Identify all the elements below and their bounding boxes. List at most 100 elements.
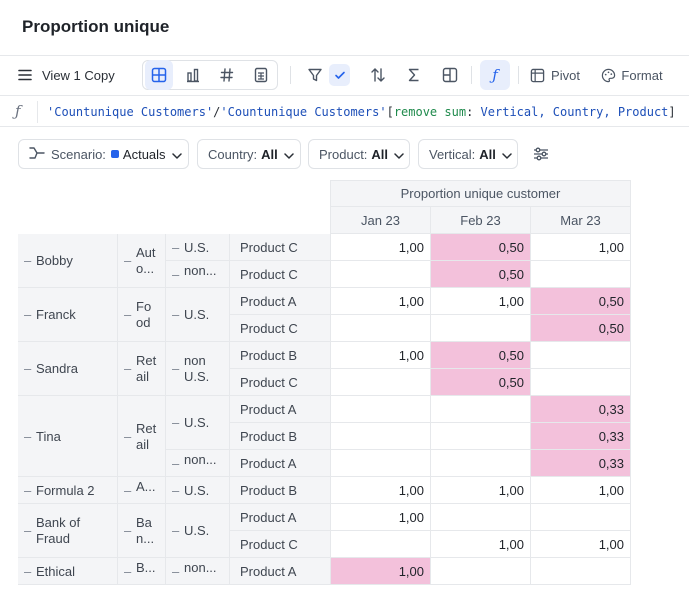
filter-button[interactable]: [302, 60, 328, 90]
product-row-header[interactable]: Product B: [230, 342, 331, 369]
customer-row-header[interactable]: – Bank of Fraud: [18, 504, 118, 558]
customer-row-header[interactable]: – Formula 2: [18, 477, 118, 504]
value-cell[interactable]: 1,00: [431, 531, 531, 558]
country-filter[interactable]: Country: All: [197, 139, 301, 169]
product-row-header[interactable]: Product A: [230, 558, 331, 585]
column-header[interactable]: Jan 23: [331, 207, 431, 234]
vertical-row-header[interactable]: – A...: [118, 477, 166, 504]
collapse-icon[interactable]: –: [24, 253, 32, 268]
value-cell[interactable]: [331, 450, 431, 477]
totals-button[interactable]: [401, 60, 427, 90]
formula-expression[interactable]: 'Countunique Customers'/'Countunique Cus…: [47, 105, 676, 119]
collapse-icon[interactable]: –: [172, 482, 180, 498]
product-row-header[interactable]: Product B: [230, 423, 331, 450]
value-cell[interactable]: [331, 423, 431, 450]
value-cell[interactable]: [331, 369, 431, 396]
formula-button[interactable]: ƒ: [480, 60, 510, 90]
value-cell[interactable]: 1,00: [531, 234, 631, 261]
value-cell[interactable]: 0,50: [431, 342, 531, 369]
product-row-header[interactable]: Product C: [230, 531, 331, 558]
collapse-icon[interactable]: –: [124, 563, 132, 579]
value-cell[interactable]: 0,50: [431, 261, 531, 288]
collapse-icon[interactable]: –: [124, 307, 132, 322]
value-cell[interactable]: [531, 369, 631, 396]
country-row-header[interactable]: – U.S.: [166, 504, 230, 558]
product-filter[interactable]: Product: All: [308, 139, 410, 169]
product-row-header[interactable]: Product A: [230, 450, 331, 477]
collapse-icon[interactable]: –: [172, 361, 180, 376]
country-row-header[interactable]: – non...: [166, 558, 230, 585]
product-row-header[interactable]: Product C: [230, 261, 331, 288]
value-cell[interactable]: 0,33: [531, 396, 631, 423]
product-row-header[interactable]: Product A: [230, 396, 331, 423]
collapse-icon[interactable]: –: [172, 266, 180, 282]
collapse-icon[interactable]: –: [172, 239, 180, 255]
customer-row-header[interactable]: – Tina: [18, 396, 118, 477]
customer-row-header[interactable]: – Franck: [18, 288, 118, 342]
value-cell[interactable]: 1,00: [331, 234, 431, 261]
vertical-row-header[interactable]: – Fo od: [118, 288, 166, 342]
value-cell[interactable]: 1,00: [531, 477, 631, 504]
value-cell[interactable]: 1,00: [531, 531, 631, 558]
value-cell[interactable]: 0,50: [531, 288, 631, 315]
collapse-icon[interactable]: –: [172, 455, 180, 471]
value-cell[interactable]: 1,00: [331, 288, 431, 315]
filter-toggle[interactable]: [329, 64, 350, 86]
vertical-row-header[interactable]: – B...: [118, 558, 166, 585]
value-cell[interactable]: [431, 315, 531, 342]
vertical-row-header[interactable]: – Ret ail: [118, 396, 166, 477]
collapse-icon[interactable]: –: [24, 307, 32, 322]
collapse-icon[interactable]: –: [124, 361, 132, 376]
country-row-header[interactable]: – non...: [166, 450, 230, 477]
format-button[interactable]: Format: [600, 60, 664, 90]
customer-row-header[interactable]: – Ethical: [18, 558, 118, 585]
value-cell[interactable]: 0,33: [531, 450, 631, 477]
scenario-filter[interactable]: Scenario: Actuals: [18, 139, 189, 169]
customer-row-header[interactable]: – Sandra: [18, 342, 118, 396]
value-cell[interactable]: [431, 558, 531, 585]
collapse-icon[interactable]: –: [24, 523, 32, 538]
vertical-row-header[interactable]: – Ret ail: [118, 342, 166, 396]
country-row-header[interactable]: – U.S.: [166, 288, 230, 342]
collapse-icon[interactable]: –: [172, 523, 180, 538]
value-cell[interactable]: 1,00: [331, 504, 431, 531]
value-cell[interactable]: [531, 342, 631, 369]
value-cell[interactable]: [531, 558, 631, 585]
value-cell[interactable]: 1,00: [331, 477, 431, 504]
collapse-icon[interactable]: –: [124, 523, 132, 538]
value-cell[interactable]: 1,00: [331, 342, 431, 369]
filter-settings-button[interactable]: [530, 139, 552, 169]
column-header[interactable]: Mar 23: [531, 207, 631, 234]
view-menu-button[interactable]: View 1 Copy: [18, 60, 118, 90]
sort-button[interactable]: [365, 60, 391, 90]
country-row-header[interactable]: – non U.S.: [166, 342, 230, 396]
country-row-header[interactable]: – U.S.: [166, 234, 230, 261]
value-cell[interactable]: [331, 315, 431, 342]
vertical-row-header[interactable]: – Aut o...: [118, 234, 166, 288]
product-row-header[interactable]: Product B: [230, 477, 331, 504]
value-cell[interactable]: [331, 261, 431, 288]
collapse-icon[interactable]: –: [124, 253, 132, 268]
collapse-icon[interactable]: –: [24, 563, 32, 579]
value-cell[interactable]: [531, 504, 631, 531]
vertical-filter[interactable]: Vertical: All: [418, 139, 518, 169]
collapse-icon[interactable]: –: [24, 428, 32, 444]
kpi-view-button[interactable]: [213, 60, 241, 90]
collapse-icon[interactable]: –: [124, 428, 132, 444]
value-cell[interactable]: [531, 261, 631, 288]
customer-row-header[interactable]: – Bobby: [18, 234, 118, 288]
collapse-icon[interactable]: –: [24, 361, 32, 376]
vertical-row-header[interactable]: – Ba n...: [118, 504, 166, 558]
value-cell[interactable]: [331, 396, 431, 423]
value-cell[interactable]: 0,50: [431, 369, 531, 396]
pivot-button[interactable]: Pivot: [528, 60, 582, 90]
sheet-view-button[interactable]: [247, 60, 275, 90]
collapse-icon[interactable]: –: [24, 482, 32, 498]
value-cell[interactable]: [431, 423, 531, 450]
table-view-button[interactable]: [145, 60, 173, 90]
country-row-header[interactable]: – U.S.: [166, 477, 230, 504]
collapse-icon[interactable]: –: [172, 563, 180, 579]
product-row-header[interactable]: Product A: [230, 288, 331, 315]
column-header[interactable]: Feb 23: [431, 207, 531, 234]
collapse-icon[interactable]: –: [124, 482, 132, 498]
